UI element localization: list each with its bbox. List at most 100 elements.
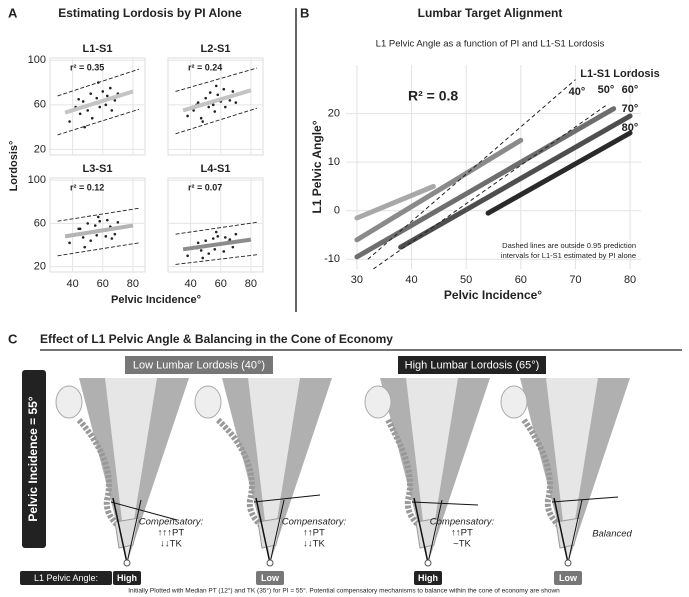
point <box>201 120 204 123</box>
prediction-line <box>373 103 609 270</box>
hip <box>266 559 274 567</box>
x-tick-label: 40 <box>66 278 78 290</box>
point <box>208 91 212 94</box>
chart-title: L3-S1 <box>83 163 113 175</box>
interval-line <box>57 108 140 136</box>
x-axis-label: Pelvic Incidence° <box>111 294 201 306</box>
angle-line <box>567 499 583 564</box>
fit-line <box>64 89 134 115</box>
note: Compensatory: <box>139 517 204 528</box>
series-line <box>354 183 436 221</box>
annotation: r² = 0.35 <box>70 62 104 72</box>
point <box>204 239 207 242</box>
legend-label: 50° <box>598 84 615 96</box>
series-line <box>354 106 617 260</box>
point <box>68 120 71 123</box>
annotation: r² = 0.07 <box>188 182 222 192</box>
point <box>81 236 85 239</box>
point <box>98 219 102 223</box>
panel-label: C <box>8 331 18 346</box>
angle-label-box <box>20 571 112 585</box>
interval-line <box>57 68 140 97</box>
chart-title: L4-S1 <box>201 163 231 175</box>
y-tick-label: 60 <box>34 99 46 111</box>
group-label: Low Lumbar Lordosis (40°) <box>133 359 265 371</box>
chart-title: L2-S1 <box>201 43 231 55</box>
x-tick-label: 70 <box>569 274 581 286</box>
point <box>77 227 80 231</box>
fit-line <box>64 223 134 239</box>
point <box>213 110 217 113</box>
cone-inner <box>105 378 157 563</box>
pelvis <box>257 517 283 549</box>
x-tick-label: 50 <box>460 274 472 286</box>
point <box>199 249 203 252</box>
hip <box>564 559 572 567</box>
legend-title: L1-S1 Lordosis <box>580 68 659 80</box>
legend-label: 60° <box>622 84 639 96</box>
chart-title: Lumbar Target Alignment <box>418 6 563 20</box>
point <box>86 222 89 225</box>
angle-line <box>126 499 142 564</box>
point <box>77 97 80 101</box>
point <box>104 103 108 107</box>
fit-line <box>182 88 252 113</box>
plumb-line <box>112 497 128 564</box>
cone-inner <box>248 378 300 563</box>
point <box>222 87 226 91</box>
point <box>196 241 200 245</box>
angle-line <box>427 499 443 564</box>
point <box>110 109 114 112</box>
angle-box <box>554 571 582 585</box>
point <box>95 96 99 100</box>
point <box>211 237 215 240</box>
chart-subtitle: L1 Pelvic Angle as a function of PI and … <box>376 39 605 50</box>
y-tick-label: 100 <box>28 174 46 186</box>
point <box>81 100 85 103</box>
interval-line <box>57 207 140 222</box>
point <box>109 86 112 90</box>
group-box <box>125 356 273 374</box>
point <box>106 94 109 98</box>
x-tick-label: 40 <box>184 278 196 290</box>
y-axis-label: L1 Pelvic Angle° <box>310 120 324 213</box>
point <box>78 112 82 116</box>
y-tick-label: 100 <box>28 54 46 66</box>
note: Compensatory: <box>430 517 495 528</box>
angle-box <box>414 571 442 585</box>
angle-value: Low <box>261 573 280 583</box>
series-line <box>354 137 524 243</box>
angle-line <box>269 499 285 564</box>
note: Compensatory: <box>282 517 347 528</box>
series-line <box>398 113 633 250</box>
x-axis-label: Pelvic Incidence° <box>444 288 542 302</box>
point <box>224 105 227 109</box>
head <box>500 385 528 419</box>
plot-area <box>49 57 146 156</box>
legend-label: 80° <box>622 122 639 134</box>
angle-box <box>113 571 141 585</box>
point <box>234 232 238 236</box>
point <box>196 101 200 104</box>
pelvis <box>415 517 441 549</box>
point <box>106 218 109 222</box>
plumb-line <box>413 497 429 564</box>
point <box>214 84 218 88</box>
note: Dashed lines are outside 0.95 prediction <box>502 241 636 250</box>
group-box <box>398 356 546 374</box>
point <box>228 99 232 102</box>
side-box <box>22 370 46 548</box>
cone-inner <box>546 378 598 563</box>
point <box>98 105 102 109</box>
legend-label: 40° <box>569 86 586 98</box>
point <box>201 256 204 260</box>
interval-line <box>57 242 140 257</box>
head <box>364 385 392 419</box>
spine <box>215 417 270 535</box>
y-tick-label: 10 <box>328 156 340 168</box>
point <box>95 233 99 237</box>
x-tick-label: 80 <box>127 278 139 290</box>
point <box>222 250 226 253</box>
angle-value: High <box>418 573 438 583</box>
y-tick-label: -10 <box>324 253 340 265</box>
